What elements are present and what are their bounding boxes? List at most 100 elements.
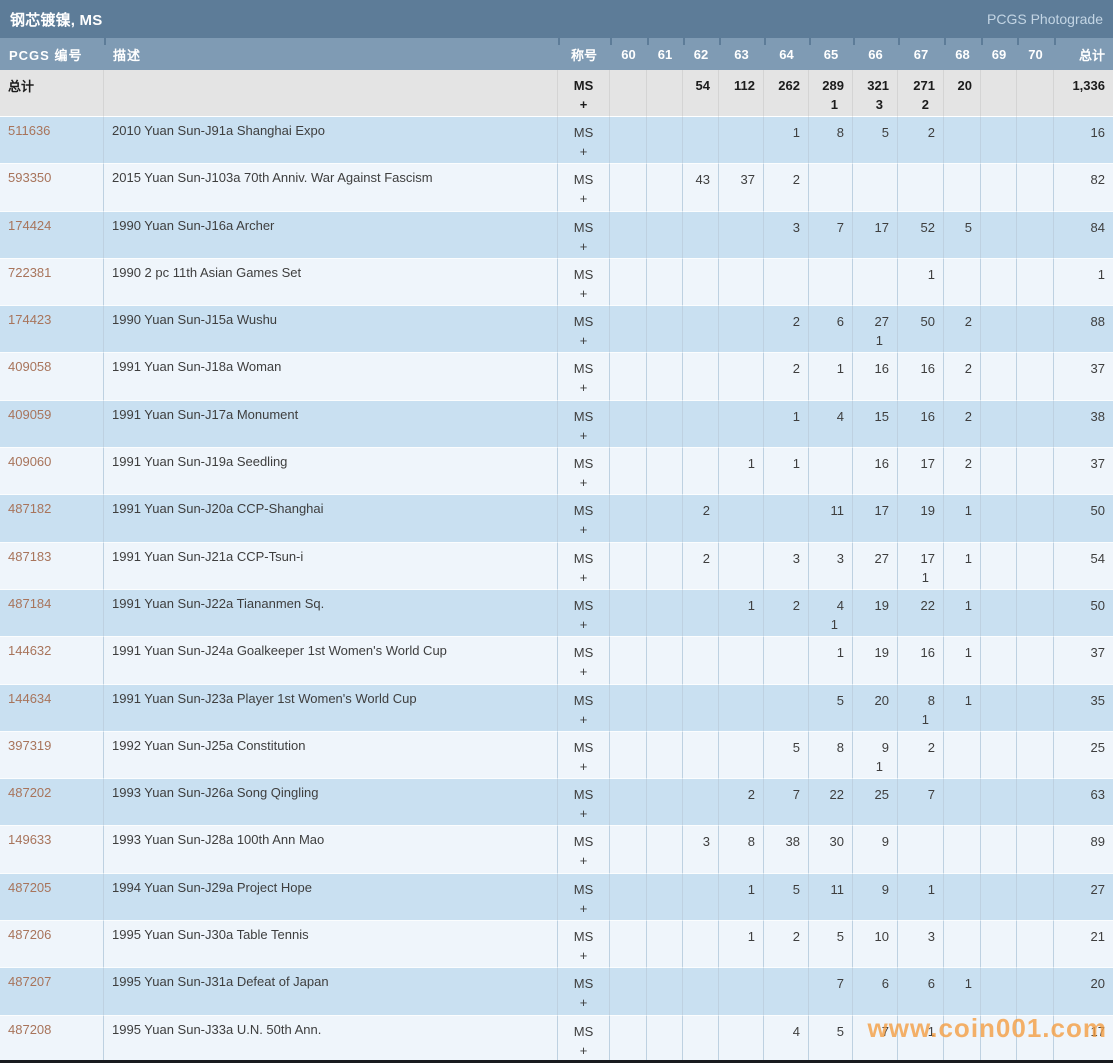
population-table: PCGS 编号 描述 称号 60 61 62 63 64 65 66 67 68 69 70 总计 … bbox=[0, 38, 1113, 1060]
pcgs-number-link[interactable]: 511636 bbox=[8, 123, 51, 138]
pcgs-number-link[interactable]: 487184 bbox=[8, 595, 52, 611]
pcgs-number-cell: 487182 bbox=[0, 495, 104, 543]
row-total-cell: 21 bbox=[1054, 921, 1113, 969]
pcgs-number-link[interactable]: 722381 bbox=[8, 264, 52, 280]
row-grade-62-cell bbox=[683, 353, 719, 401]
coin-description: 1991 Yuan Sun-J18a Woman bbox=[104, 353, 558, 401]
row-grade-64-cell: 1 bbox=[764, 448, 809, 496]
row-grade-64-cell bbox=[764, 637, 809, 685]
pcgs-number-link[interactable]: 144632 bbox=[8, 643, 52, 659]
row-grade-66-cell: 9 bbox=[853, 826, 898, 874]
pcgs-number-link[interactable]: 409058 bbox=[8, 359, 52, 375]
total-row-grade-63-cell: 112 bbox=[719, 70, 764, 117]
row-grade-65-cell bbox=[809, 258, 853, 307]
row-grade-69-cell bbox=[981, 495, 1017, 543]
row-total-cell: 25 bbox=[1054, 731, 1113, 780]
row-grade-70-cell bbox=[1017, 826, 1054, 874]
pcgs-number-link[interactable]: 409060 bbox=[8, 454, 52, 470]
pcgs-number-link[interactable]: 144634 bbox=[8, 690, 52, 706]
table-row: 409058 1991 Yuan Sun-J18a Woman MS + 2 1… bbox=[0, 353, 1113, 401]
pcgs-number-link[interactable]: 487182 bbox=[8, 501, 52, 517]
row-total-cell: 50 bbox=[1054, 589, 1113, 638]
pcgs-number-link[interactable]: 409059 bbox=[8, 406, 52, 422]
row-grade-61-cell bbox=[647, 873, 683, 922]
pcgs-number-link[interactable]: 487205 bbox=[8, 879, 52, 895]
designation-plus-label: + bbox=[579, 948, 588, 964]
designation-ms-label: MS bbox=[573, 550, 594, 566]
column-header-designation: 称号 bbox=[558, 38, 610, 70]
coin-description: 1990 Yuan Sun-J16a Archer bbox=[104, 211, 558, 259]
row-grade-65-cell: 8 bbox=[809, 731, 853, 780]
pcgs-number-link[interactable]: 487207 bbox=[8, 974, 52, 990]
row-grade-62-cell bbox=[683, 306, 719, 354]
row-grade-69-cell bbox=[981, 258, 1017, 307]
row-grade-65-cell: 3 bbox=[809, 542, 853, 590]
pcgs-number-link[interactable]: 174424 bbox=[8, 217, 52, 233]
column-header-grade-62: 62 bbox=[683, 38, 719, 70]
row-grade-62-cell bbox=[683, 400, 719, 449]
designation-ms-label: MS bbox=[573, 929, 594, 945]
pcgs-number-link[interactable]: 397319 bbox=[8, 737, 52, 753]
designation-ms-label: MS bbox=[573, 645, 594, 661]
row-grade-68-cell: 2 bbox=[944, 306, 981, 354]
row-grade-68-cell bbox=[944, 258, 981, 307]
designation-plus-label: + bbox=[579, 522, 588, 538]
pcgs-number-link[interactable]: 487206 bbox=[8, 927, 52, 943]
row-grade-65-cell: 5 bbox=[809, 921, 853, 969]
row-grade-63-cell: 8 bbox=[719, 826, 764, 874]
pcgs-number-link[interactable]: 174423 bbox=[8, 312, 52, 328]
row-grade-67-cell: 16 bbox=[898, 400, 944, 449]
row-grade-62-cell bbox=[683, 968, 719, 1016]
designation-ms-label: MS bbox=[573, 881, 594, 897]
row-grade-61-cell bbox=[647, 684, 683, 732]
row-grade-64-cell bbox=[764, 258, 809, 307]
row-grade-64-cell: 4 bbox=[764, 1015, 809, 1060]
column-header-total: 总计 bbox=[1054, 38, 1113, 70]
designation-plus-label: + bbox=[579, 1042, 588, 1058]
row-grade-60-cell bbox=[610, 542, 647, 590]
row-grade-70-cell bbox=[1017, 684, 1054, 732]
row-grade-64-cell: 2 bbox=[764, 589, 809, 638]
pcgs-number-cell: 144632 bbox=[0, 637, 104, 685]
designation-ms-label: MS bbox=[573, 787, 594, 803]
table-row: 722381 1990 2 pc 11th Asian Games Set MS… bbox=[0, 258, 1113, 307]
pcgs-number-cell: 409059 bbox=[0, 400, 104, 449]
row-grade-64-cell bbox=[764, 684, 809, 732]
row-grade-67-cell: 50 bbox=[898, 306, 944, 354]
total-row: 总计 MS + 54 112 262 289 1 321 3 271 2 bbox=[0, 70, 1113, 117]
row-grade-63-cell: 1 bbox=[719, 448, 764, 496]
row-grade-70-cell bbox=[1017, 873, 1054, 922]
row-grade-69-cell bbox=[981, 211, 1017, 259]
pcgs-number-link[interactable]: 149633 bbox=[8, 832, 52, 848]
pcgs-number-link[interactable]: 487183 bbox=[8, 548, 52, 564]
row-grade-66-cell: 10 bbox=[853, 921, 898, 969]
column-header-pcgs: PCGS 编号 bbox=[0, 38, 104, 70]
pcgs-number-link[interactable]: 487208 bbox=[8, 1021, 52, 1037]
total-row-grade-67-cell: 271 2 bbox=[898, 70, 944, 117]
pcgs-number-link[interactable]: 487202 bbox=[8, 785, 52, 801]
row-grade-69-cell bbox=[981, 873, 1017, 922]
row-grade-68-cell bbox=[944, 117, 981, 165]
column-header-grade-70: 70 bbox=[1017, 38, 1054, 70]
row-grade-69-cell bbox=[981, 637, 1017, 685]
designation-plus-label: + bbox=[579, 616, 588, 632]
coin-description: 1990 Yuan Sun-J15a Wushu bbox=[104, 306, 558, 354]
row-grade-60-cell bbox=[610, 353, 647, 401]
row-grade-66-cell: 17 bbox=[853, 211, 898, 259]
pcgs-number-cell: 487206 bbox=[0, 921, 104, 969]
designation-ms-label: MS bbox=[573, 361, 594, 377]
pcgs-photograde-link[interactable]: PCGS Photograde bbox=[987, 11, 1103, 27]
row-grade-66-cell: 9 bbox=[853, 873, 898, 922]
row-grade-66-cell: 16 bbox=[853, 353, 898, 401]
row-grade-68-cell bbox=[944, 1015, 981, 1060]
row-grade-70-cell bbox=[1017, 542, 1054, 590]
row-grade-67-cell: 16 bbox=[898, 353, 944, 401]
row-grade-61-cell bbox=[647, 779, 683, 827]
row-total-cell: 37 bbox=[1054, 637, 1113, 685]
designation-cell: MS + bbox=[558, 164, 610, 212]
table-row: 397319 1992 Yuan Sun-J25a Constitution M… bbox=[0, 731, 1113, 780]
pcgs-number-link[interactable]: 593350 bbox=[8, 170, 52, 186]
designation-plus-label: + bbox=[579, 758, 588, 774]
row-grade-67-cell: 17 1 bbox=[898, 542, 944, 590]
